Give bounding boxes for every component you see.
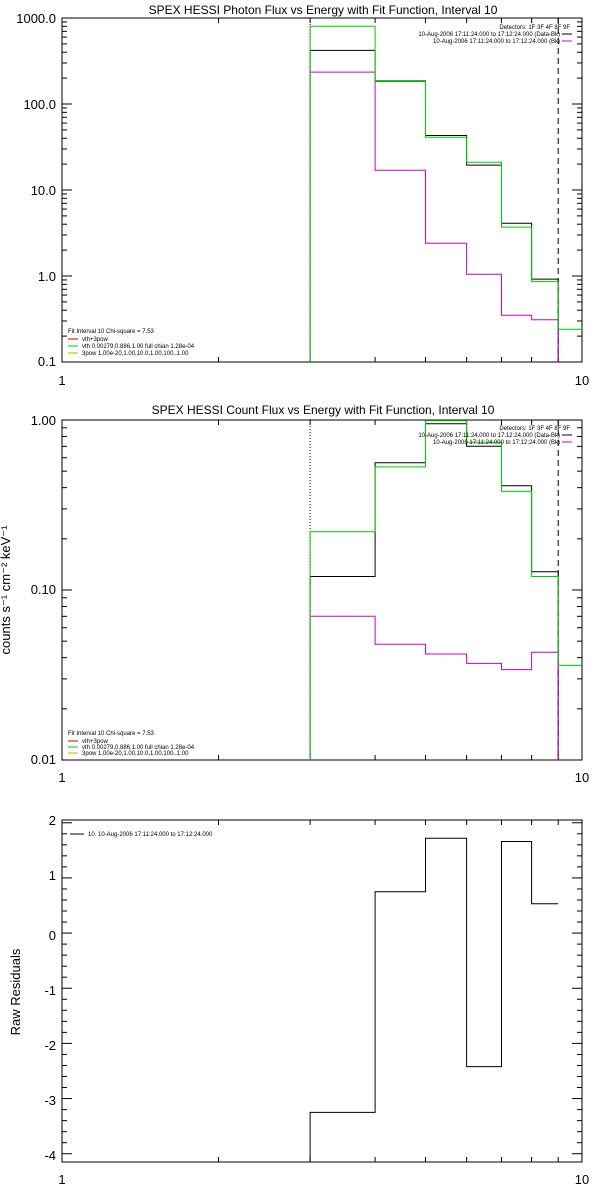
y-tick-label: -4 — [44, 1148, 56, 1163]
y-tick-label: 1000.0 — [16, 11, 56, 26]
chart-title: SPEX HESSI Count Flux vs Energy with Fit… — [152, 403, 495, 417]
legend-text: Detectors: 1F 3F 4F 8F 9F — [499, 426, 570, 432]
x-tick-label: 10 — [575, 373, 589, 388]
series-group — [309, 420, 582, 760]
y-tick-label: 0.01 — [31, 752, 56, 767]
legend-text: Fit Interval 10 Chi-square = 7.53 — [68, 731, 155, 737]
y-tick-label: -2 — [44, 1038, 56, 1053]
y-tick-label: 0.10 — [31, 582, 56, 597]
series-line — [309, 423, 559, 760]
axis-ticks — [61, 419, 583, 761]
legend-top: 10. 10-Aug-2006 17:11:24.000 to 17:12:24… — [70, 832, 213, 838]
series-line — [309, 615, 559, 760]
residuals-panel: 1 10 -4 -3 -2 -1 0 1 2 Raw Residuals 10.… — [8, 813, 589, 1187]
axis-ticks — [61, 17, 583, 363]
legend-bottom: Fit Interval 10 Chi-square = 7.53 vth+3p… — [68, 329, 195, 357]
y-tick-label: 0 — [49, 928, 56, 943]
y-tick-label: 1 — [49, 868, 56, 883]
axis-ticks — [61, 820, 583, 1162]
legend-text: vth+3pow — [82, 739, 109, 745]
legend-top: Detectors: 1F 3F 4F 8F 9F 10-Aug-2006 17… — [418, 426, 572, 446]
photon-flux-panel: SPEX HESSI Photon Flux vs Energy with Fi… — [16, 3, 589, 388]
y-tick-label: 2 — [49, 813, 56, 828]
legend-text: 3pow 1.00e-20,1.00,10.0,1.00,100.,1.00 — [82, 351, 189, 357]
series-line — [309, 71, 559, 362]
legend-text: 10-Aug-2006 17:11:24.000 to 17:12:24.000… — [418, 32, 560, 38]
plot-frame — [61, 419, 583, 761]
plot-frame — [61, 819, 583, 1163]
y-tick-label: 1.00 — [31, 413, 56, 428]
legend-text: vth+3pow — [82, 337, 109, 343]
y-tick-label: 1.0 — [38, 269, 56, 284]
y-axis-label: counts s⁻¹ cm⁻² keV⁻¹ — [0, 525, 13, 655]
legend-text: 10-Aug-2006 17:11:24.000 to 17:12:24.000… — [433, 440, 560, 446]
legend-text: 10-Aug-2006 17:11:24.000 to 17:12:24.000… — [433, 39, 560, 45]
legend-text: Detectors: 1F 3F 4F 8F 9F — [499, 25, 570, 31]
chart-title: SPEX HESSI Photon Flux vs Energy with Fi… — [149, 3, 498, 17]
y-tick-label: 10.0 — [31, 183, 56, 198]
legend-text: Fit Interval 10 Chi-square = 7.53 — [68, 329, 155, 335]
series-group — [309, 25, 582, 362]
legend-bottom: Fit Interval 10 Chi-square = 7.53 vth+3p… — [68, 731, 195, 757]
plot-frame — [61, 17, 583, 363]
legend-text: 3pow 1.00e-20,1.00,10.0,1.00,100.,1.00 — [82, 751, 189, 757]
series-line — [309, 25, 582, 362]
legend-text: vth 0.00279,0.886,1.00 full chian 1.28e-… — [82, 344, 195, 350]
y-tick-label: -3 — [44, 1093, 56, 1108]
legend-text: 10-Aug-2006 17:11:24.000 to 17:12:24.000… — [418, 433, 560, 439]
x-tick-label: 10 — [575, 770, 589, 785]
series-line — [309, 420, 582, 760]
series-line — [309, 837, 559, 1162]
legend-text: 10. 10-Aug-2006 17:11:24.000 to 17:12:24… — [88, 832, 213, 838]
y-tick-label: -1 — [44, 983, 56, 998]
legend-top: Detectors: 1F 3F 4F 8F 9F 10-Aug-2006 17… — [418, 25, 572, 45]
y-axis-label: Raw Residuals — [8, 948, 23, 1035]
x-tick-label: 1 — [58, 1172, 65, 1187]
count-flux-panel: SPEX HESSI Count Flux vs Energy with Fit… — [0, 403, 589, 785]
y-tick-label: 0.1 — [38, 354, 56, 369]
y-tick-label: 100.0 — [23, 97, 56, 112]
x-tick-label: 1 — [58, 770, 65, 785]
legend-text: vth 0.00279,0.886,1.00 full chian 1.28e-… — [82, 745, 195, 751]
x-tick-label: 1 — [58, 373, 65, 388]
x-tick-label: 10 — [575, 1172, 589, 1187]
series-group — [309, 837, 559, 1162]
